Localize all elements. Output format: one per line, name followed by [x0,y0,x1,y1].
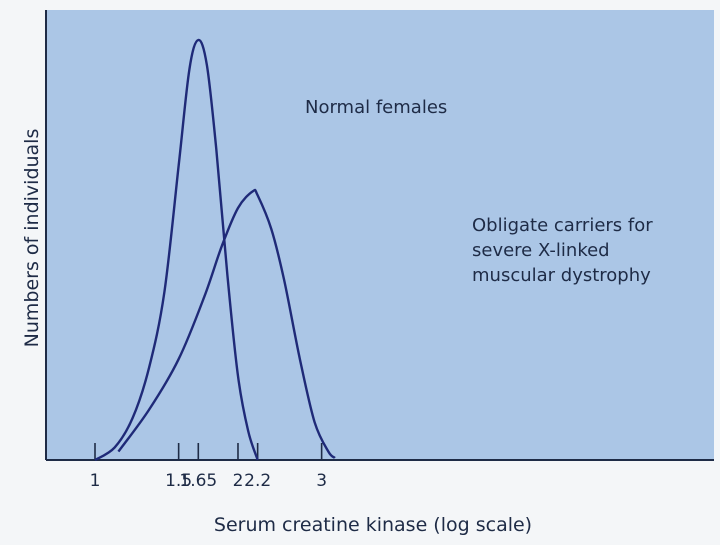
x-tick-label-3: 2 [233,471,244,491]
annotation-carriers-line-2: severe X-linked [472,240,610,261]
annotation-carriers-line-1: Obligate carriers for [472,215,653,236]
y-axis-title: Numbers of individuals [21,129,43,348]
annotations-layer: Normal females Obligate carriers for sev… [305,97,653,286]
series-line-normal-females [94,38,259,462]
series-line-obligate-carriers [117,188,336,459]
annotation-carriers-line-3: muscular dystrophy [472,265,651,286]
x-tick-label-4: 2.2 [244,471,271,491]
x-axis-title: Serum creatine kinase (log scale) [214,514,532,536]
series-layer [94,38,336,462]
plot-area-background [46,10,714,460]
x-tick-label-1: 1.5 [165,471,192,491]
x-tick-label-5: 3 [316,471,327,491]
x-tick-label-0: 1 [90,471,101,491]
x-tick-label-2: 1.65 [179,471,217,491]
annotation-normal-females: Normal females [305,97,447,118]
